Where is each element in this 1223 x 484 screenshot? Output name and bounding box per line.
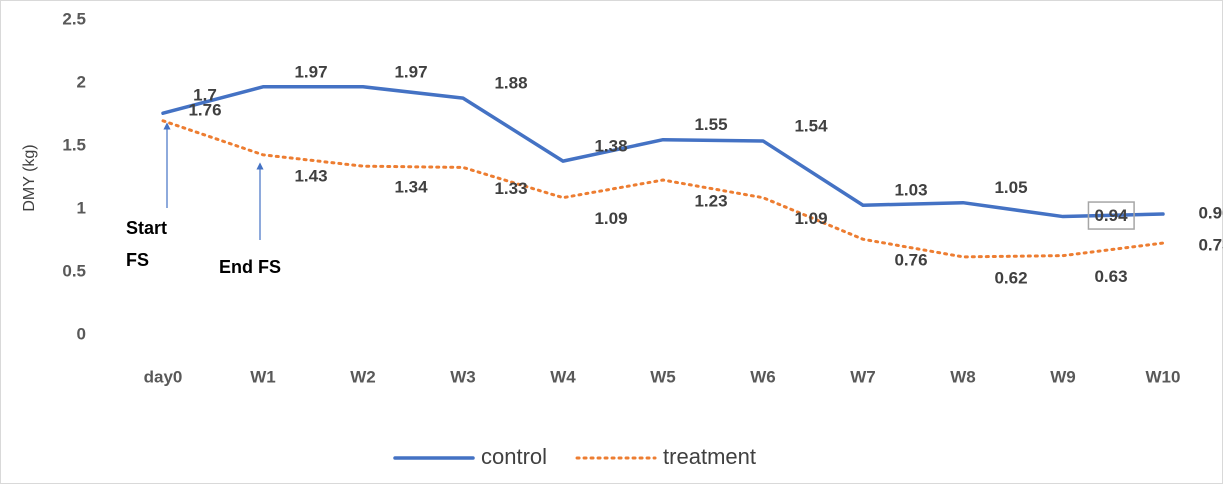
y-tick-label: 0.5 bbox=[62, 261, 86, 280]
data-label: 1.88 bbox=[494, 74, 527, 93]
y-tick-label: 2.5 bbox=[62, 9, 86, 28]
y-axis-label: DMY (kg) bbox=[21, 144, 38, 211]
x-tick-label: W3 bbox=[450, 367, 476, 386]
x-tick-label: W1 bbox=[250, 367, 276, 386]
data-label: 1.54 bbox=[794, 116, 828, 135]
annotation: FS bbox=[126, 250, 149, 270]
data-label: 1.09 bbox=[594, 209, 627, 228]
data-label: 1.05 bbox=[994, 178, 1027, 197]
series-line bbox=[161, 119, 1165, 259]
data-label: 0.62 bbox=[994, 268, 1027, 287]
data-label: 1.38 bbox=[594, 137, 627, 156]
data-label: 0.76 bbox=[894, 251, 927, 270]
data-label: 1.76 bbox=[188, 101, 221, 120]
legend-label: treatment bbox=[663, 444, 756, 469]
data-label: 1.23 bbox=[694, 192, 727, 211]
data-label: 1.33 bbox=[494, 179, 527, 198]
y-tick-label: 0 bbox=[77, 324, 86, 343]
data-label: 0.63 bbox=[1094, 267, 1127, 286]
x-tick-label: W9 bbox=[1050, 367, 1076, 386]
data-label: 1.34 bbox=[394, 178, 428, 197]
y-tick-label: 1.5 bbox=[62, 135, 86, 154]
data-label: 1.97 bbox=[294, 62, 327, 81]
x-tick-label: W7 bbox=[850, 367, 876, 386]
data-label: 1.55 bbox=[694, 115, 727, 134]
data-label: 1.03 bbox=[894, 181, 927, 200]
data-label: 0.94 bbox=[1094, 206, 1128, 225]
data-label: 0.73 bbox=[1198, 236, 1223, 255]
series-line bbox=[161, 85, 1165, 219]
x-tick-label: W4 bbox=[550, 367, 576, 386]
data-label: 0.96 bbox=[1198, 204, 1223, 223]
x-tick-label: W8 bbox=[950, 367, 976, 386]
data-label: 1.43 bbox=[294, 166, 327, 185]
y-tick-label: 1 bbox=[77, 198, 86, 217]
annotation: Start bbox=[126, 218, 167, 238]
data-label: 1.97 bbox=[394, 62, 427, 81]
x-tick-label: day0 bbox=[144, 367, 183, 386]
data-label: 1.09 bbox=[794, 209, 827, 228]
data-label: 1.7 bbox=[193, 85, 217, 104]
x-tick-label: W5 bbox=[650, 367, 676, 386]
x-tick-label: W10 bbox=[1146, 367, 1181, 386]
y-tick-label: 2 bbox=[77, 72, 86, 91]
x-tick-label: W6 bbox=[750, 367, 776, 386]
x-tick-label: W2 bbox=[350, 367, 376, 386]
legend-label: control bbox=[481, 444, 547, 469]
annotation: End FS bbox=[219, 257, 281, 277]
label-box bbox=[1087, 201, 1135, 230]
